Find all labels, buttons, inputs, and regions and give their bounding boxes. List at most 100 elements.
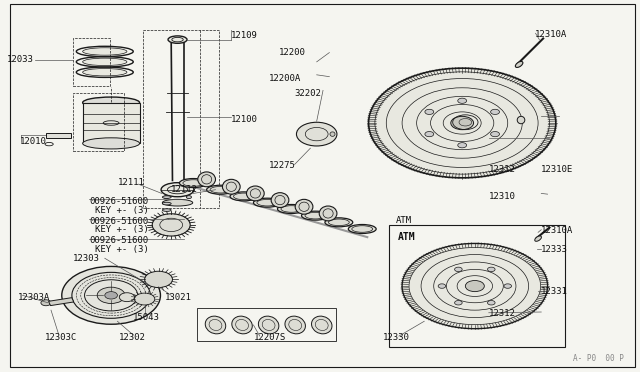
Circle shape: [134, 293, 155, 305]
Circle shape: [488, 301, 495, 305]
Text: 12333: 12333: [541, 244, 568, 253]
Text: A- P0  00 P: A- P0 00 P: [573, 354, 623, 363]
Text: 12312: 12312: [489, 310, 516, 318]
Bar: [390, 225, 565, 347]
Text: 12303C: 12303C: [45, 333, 77, 342]
Ellipse shape: [330, 132, 335, 137]
Ellipse shape: [163, 202, 172, 205]
Text: 00926-51600: 00926-51600: [89, 197, 148, 206]
Text: 12310A: 12310A: [541, 226, 573, 235]
Circle shape: [62, 266, 161, 324]
Circle shape: [425, 132, 434, 137]
Text: 15043: 15043: [133, 313, 160, 322]
Ellipse shape: [253, 198, 281, 207]
Circle shape: [41, 300, 51, 306]
Text: KEY +- (3): KEY +- (3): [95, 206, 149, 215]
Text: 12303A: 12303A: [18, 293, 51, 302]
Ellipse shape: [271, 193, 289, 208]
Ellipse shape: [517, 116, 525, 124]
Circle shape: [438, 284, 445, 288]
Text: 12310: 12310: [489, 192, 516, 201]
Circle shape: [425, 109, 434, 115]
Circle shape: [369, 68, 556, 178]
Ellipse shape: [161, 183, 194, 197]
Ellipse shape: [83, 58, 127, 65]
Ellipse shape: [164, 196, 169, 199]
Text: 12200A: 12200A: [269, 74, 301, 83]
Ellipse shape: [198, 172, 216, 187]
Circle shape: [454, 267, 462, 272]
Circle shape: [152, 214, 190, 236]
Ellipse shape: [232, 316, 252, 334]
Ellipse shape: [186, 196, 191, 199]
Text: 00926-51600: 00926-51600: [89, 217, 148, 226]
Ellipse shape: [83, 68, 127, 76]
Text: ATM: ATM: [397, 232, 415, 242]
Circle shape: [458, 98, 467, 103]
Bar: [83, 103, 140, 143]
Circle shape: [491, 109, 499, 115]
Ellipse shape: [83, 97, 140, 108]
Ellipse shape: [163, 199, 193, 206]
Circle shape: [119, 293, 134, 302]
Ellipse shape: [163, 196, 172, 198]
Ellipse shape: [163, 209, 172, 211]
Circle shape: [402, 243, 548, 329]
Bar: [73, 93, 124, 151]
Circle shape: [491, 132, 499, 137]
Ellipse shape: [312, 316, 332, 334]
Ellipse shape: [179, 179, 207, 187]
Text: 12109: 12109: [231, 31, 258, 41]
Ellipse shape: [230, 192, 258, 201]
Ellipse shape: [259, 316, 279, 334]
Bar: [196, 308, 335, 341]
Ellipse shape: [83, 138, 140, 149]
Text: 12331: 12331: [541, 287, 568, 296]
Circle shape: [504, 284, 511, 288]
Text: 12100: 12100: [231, 115, 258, 124]
Text: 12111: 12111: [117, 178, 144, 187]
Circle shape: [97, 287, 125, 304]
Text: 12275: 12275: [269, 161, 296, 170]
Circle shape: [458, 142, 467, 148]
Ellipse shape: [205, 316, 226, 334]
Circle shape: [145, 271, 172, 288]
Circle shape: [296, 122, 337, 146]
Ellipse shape: [246, 186, 264, 201]
Text: 00926-51600: 00926-51600: [89, 236, 148, 246]
Text: 12010: 12010: [19, 137, 46, 146]
Ellipse shape: [301, 211, 330, 220]
Ellipse shape: [295, 199, 313, 214]
Circle shape: [105, 292, 117, 299]
Text: 32202: 32202: [294, 89, 321, 98]
Text: KEY +- (3): KEY +- (3): [95, 245, 149, 254]
Text: 12330: 12330: [383, 333, 410, 343]
Text: ATM: ATM: [396, 216, 412, 225]
Ellipse shape: [278, 205, 305, 214]
Text: 12312: 12312: [489, 165, 516, 174]
Text: 12302: 12302: [119, 333, 146, 342]
Circle shape: [454, 301, 462, 305]
Circle shape: [488, 267, 495, 272]
Circle shape: [465, 280, 484, 292]
Text: 12303: 12303: [73, 254, 100, 263]
Ellipse shape: [535, 236, 541, 241]
Bar: [46, 134, 71, 138]
Ellipse shape: [319, 206, 337, 221]
Text: 12033: 12033: [6, 55, 33, 64]
Text: KEY +- (3): KEY +- (3): [95, 225, 149, 234]
Ellipse shape: [168, 36, 187, 43]
Text: 12112: 12112: [172, 185, 198, 194]
Text: 12310A: 12310A: [535, 29, 567, 39]
Ellipse shape: [83, 48, 127, 55]
Text: 13021: 13021: [165, 293, 192, 302]
Bar: [49, 298, 74, 306]
Ellipse shape: [325, 218, 353, 227]
Bar: [143, 31, 219, 208]
Ellipse shape: [515, 61, 523, 67]
Ellipse shape: [285, 316, 305, 334]
Text: 12207S: 12207S: [253, 333, 285, 343]
Text: 12200: 12200: [279, 48, 306, 57]
Ellipse shape: [223, 179, 240, 194]
Ellipse shape: [348, 225, 376, 234]
